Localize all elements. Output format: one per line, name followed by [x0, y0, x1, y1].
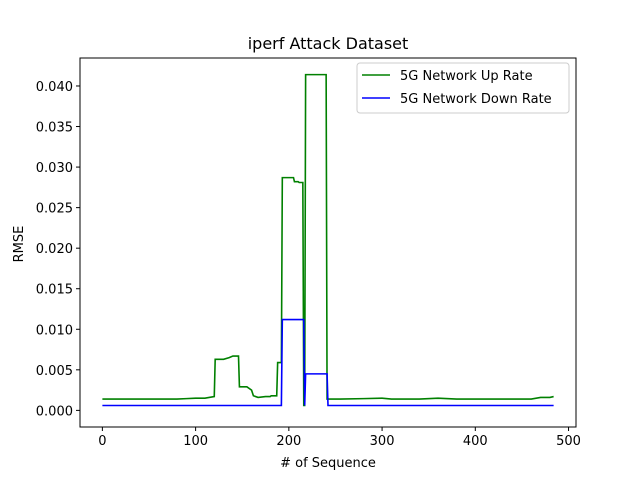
y-tick-label: 0.015 — [36, 283, 73, 298]
legend-label: 5G Network Up Rate — [400, 69, 533, 84]
x-tick-label: 200 — [276, 434, 301, 449]
legend-label: 5G Network Down Rate — [400, 92, 552, 107]
legend: 5G Network Up Rate 5G Network Down Rate — [356, 62, 570, 114]
series-lines — [102, 73, 554, 407]
y-tick-label: 0.020 — [36, 242, 73, 257]
y-axis: 0.000 0.005 0.010 0.015 0.020 0.025 0.030 0.035… — [36, 80, 80, 419]
plot-area — [79, 57, 577, 428]
y-tick-label: 0.005 — [36, 364, 73, 379]
chart-title: iperf Attack Dataset — [248, 34, 409, 53]
y-tick-label: 0.000 — [36, 404, 73, 419]
y-tick-label: 0.025 — [36, 202, 73, 217]
y-tick-label: 0.030 — [36, 161, 73, 176]
y-axis-label: RMSE — [12, 226, 27, 263]
y-tick-label: 0.035 — [36, 121, 73, 136]
legend-box — [356, 62, 570, 114]
y-tick-label: 0.010 — [36, 323, 73, 338]
x-tick-label: 0 — [98, 434, 106, 449]
x-axis-label: # of Sequence — [280, 456, 376, 471]
series-line-down-rate — [102, 318, 554, 407]
x-tick-label: 300 — [370, 434, 395, 449]
x-tick-label: 500 — [556, 434, 581, 449]
plot-frame — [79, 57, 577, 428]
x-axis: 0 100 200 300 400 500 — [98, 427, 581, 449]
x-tick-label: 400 — [463, 434, 488, 449]
series-line-up-rate — [102, 73, 554, 407]
x-tick-label: 100 — [183, 434, 208, 449]
y-tick-label: 0.040 — [36, 80, 73, 95]
